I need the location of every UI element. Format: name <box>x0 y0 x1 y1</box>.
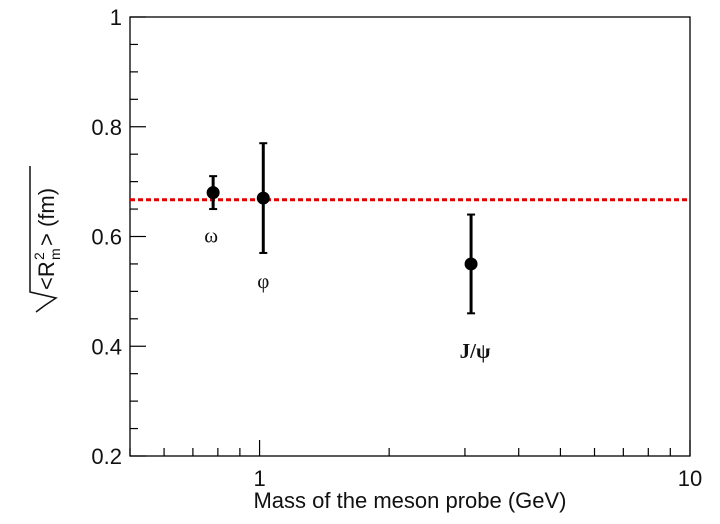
y-label-post: > (fm) <box>34 188 59 246</box>
y-label-pre: <R <box>34 261 59 290</box>
point-label: J/ψ <box>460 339 491 363</box>
y-tick-label: 0.6 <box>91 225 122 250</box>
x-tick-label: 10 <box>678 466 702 491</box>
data-point <box>256 191 270 205</box>
radical-sign <box>29 166 58 313</box>
y-tick-label: 0.4 <box>91 334 122 359</box>
y-tick-label: 0.2 <box>91 444 122 469</box>
x-axis-label: Mass of the meson probe (GeV) <box>253 488 566 513</box>
data-point <box>464 257 478 271</box>
y-label-sub: m <box>47 248 63 260</box>
point-label: ω <box>204 224 218 248</box>
y-tick-label: 1 <box>110 5 122 30</box>
data-point <box>206 186 220 200</box>
y-label-sup: 2 <box>31 252 47 260</box>
y-axis-label: <R 2 m > (fm) <box>29 166 63 313</box>
y-tick-label: 0.8 <box>91 115 122 140</box>
x-tick-label: 1 <box>253 466 265 491</box>
point-label: φ <box>257 269 269 293</box>
